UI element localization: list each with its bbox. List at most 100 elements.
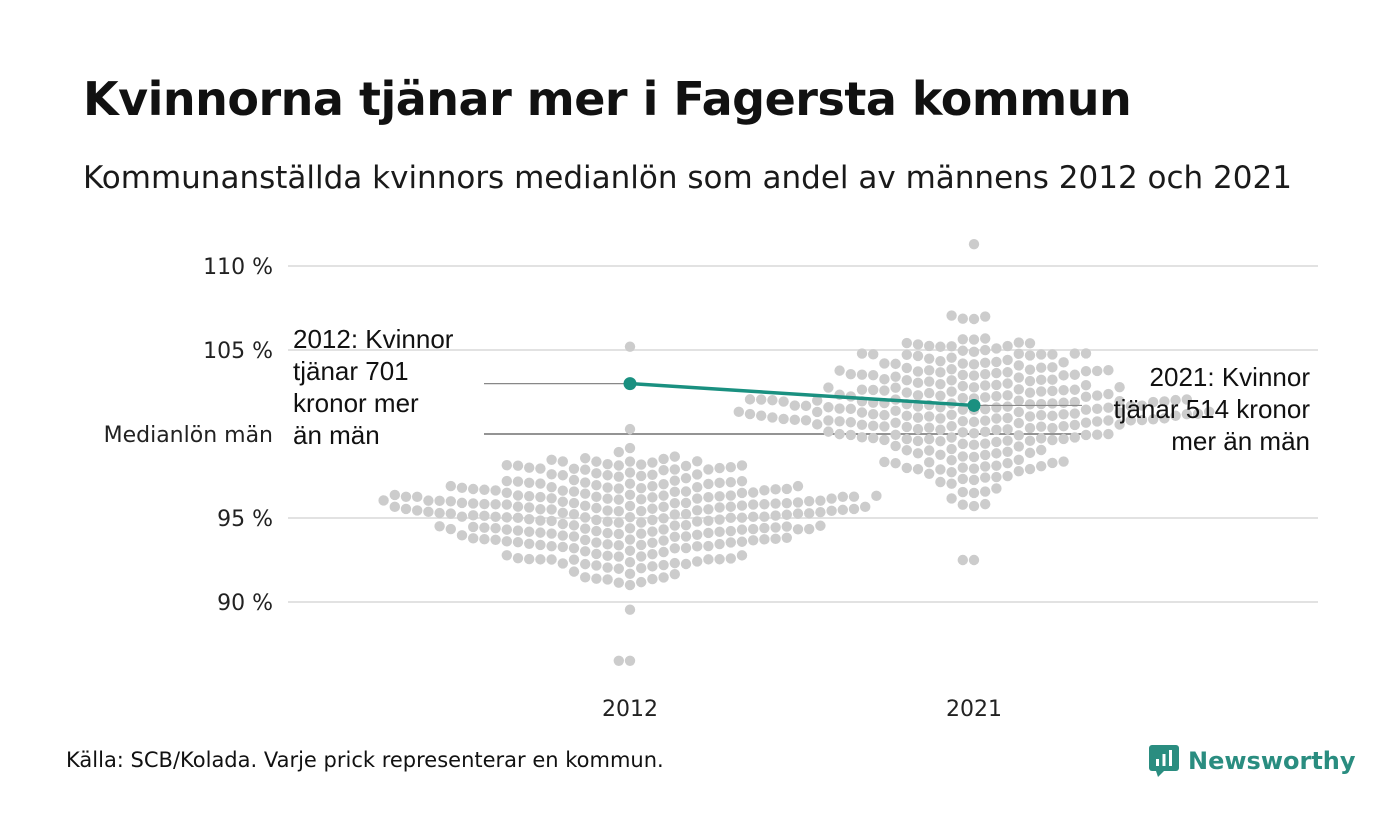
municipality-dot — [580, 500, 591, 511]
municipality-dot — [901, 374, 912, 386]
municipality-dot — [834, 428, 845, 440]
municipality-dot — [524, 462, 535, 473]
municipality-dot — [912, 401, 924, 412]
brand-name: Newsworthy — [1188, 747, 1356, 775]
municipality-dot — [647, 503, 658, 514]
municipality-dot — [535, 478, 546, 489]
municipality-dot — [568, 531, 580, 542]
municipality-dot — [524, 526, 535, 537]
municipality-dot — [924, 340, 935, 352]
municipality-dot — [423, 495, 434, 506]
municipality-dot — [636, 470, 647, 482]
municipality-dot — [658, 559, 669, 571]
municipality-dot — [624, 604, 636, 615]
municipality-dot — [680, 531, 692, 542]
municipality-dot — [725, 537, 736, 548]
municipality-dot — [1080, 429, 1092, 441]
municipality-dot — [781, 532, 792, 543]
municipality-dot — [980, 498, 991, 510]
municipality-dot — [1092, 429, 1103, 440]
municipality-dot — [1069, 408, 1081, 419]
municipality-dot — [624, 500, 636, 512]
municipality-dot — [767, 395, 778, 406]
municipality-dot — [636, 539, 647, 551]
municipality-dot — [935, 355, 946, 367]
municipality-dot — [890, 429, 901, 440]
municipality-dot — [1002, 354, 1013, 366]
municipality-dot — [935, 424, 946, 435]
municipality-dot — [669, 557, 680, 569]
municipality-dot — [568, 554, 580, 565]
municipality-dot — [557, 485, 568, 496]
brand[interactable]: Newsworthy — [1148, 744, 1356, 778]
municipality-dot — [748, 511, 759, 522]
municipality-dot — [845, 417, 856, 428]
municipality-dot — [1047, 362, 1058, 373]
municipality-dot — [946, 352, 957, 363]
municipality-dot — [490, 523, 501, 534]
municipality-dot — [423, 506, 434, 518]
municipality-dot — [680, 486, 692, 497]
municipality-dot — [1024, 411, 1036, 422]
municipality-dot — [568, 520, 580, 531]
municipality-dot — [1036, 421, 1047, 432]
municipality-dot — [557, 470, 568, 481]
municipality-dot — [647, 573, 658, 585]
municipality-dot — [580, 546, 591, 557]
municipality-dot — [901, 362, 912, 374]
municipality-dot — [602, 470, 613, 481]
annotation-line: än män — [293, 420, 380, 450]
municipality-dot — [968, 346, 980, 358]
municipality-dot — [647, 469, 658, 480]
municipality-dot — [1058, 357, 1069, 368]
municipality-dot — [568, 486, 580, 497]
municipality-dot — [714, 491, 725, 502]
municipality-dot — [669, 497, 680, 509]
y-tick-label: 105 % — [203, 339, 273, 364]
municipality-dot — [669, 543, 680, 554]
municipality-dot — [968, 359, 980, 370]
municipality-dot — [624, 534, 636, 545]
municipality-dot — [980, 311, 991, 322]
municipality-dot — [901, 387, 912, 398]
municipality-dot — [860, 501, 871, 512]
tick-layer: 90 % 95 % Medianlön män 105 % 110 % 2012 2021 — [104, 255, 1002, 722]
municipality-dot — [804, 523, 815, 535]
municipality-dot — [980, 449, 991, 461]
municipality-dot — [800, 415, 812, 426]
municipality-dot — [770, 510, 781, 521]
municipality-dot — [890, 358, 901, 370]
municipality-dot — [834, 365, 845, 376]
municipality-dot — [1002, 340, 1013, 352]
municipality-dot — [535, 539, 546, 551]
municipality-dot — [759, 534, 770, 545]
municipality-dot — [400, 491, 412, 502]
municipality-dot — [1002, 401, 1013, 412]
municipality-dot — [968, 439, 980, 451]
municipality-dot — [968, 334, 980, 345]
municipality-dot — [602, 550, 613, 562]
municipality-dot — [879, 358, 890, 369]
municipality-dot — [1092, 390, 1103, 401]
municipality-dot — [714, 462, 725, 474]
municipality-dot — [968, 463, 980, 474]
municipality-dot — [591, 548, 602, 560]
municipality-dot — [524, 538, 535, 549]
municipality-dot — [647, 481, 658, 492]
municipality-dot — [792, 480, 804, 492]
municipality-dot — [602, 574, 613, 585]
municipality-dot — [568, 508, 580, 520]
municipality-dot — [778, 396, 789, 407]
y-tick-label: 110 % — [203, 255, 273, 280]
municipality-dot — [826, 505, 837, 517]
municipality-dot — [1058, 384, 1069, 396]
municipality-dot — [968, 451, 980, 463]
municipality-dot — [1047, 434, 1058, 446]
municipality-dot — [991, 436, 1002, 448]
municipality-dot — [845, 369, 856, 380]
municipality-dot — [946, 409, 957, 420]
municipality-dot — [692, 482, 703, 493]
municipality-dot — [636, 563, 647, 574]
municipality-dot — [501, 499, 512, 510]
